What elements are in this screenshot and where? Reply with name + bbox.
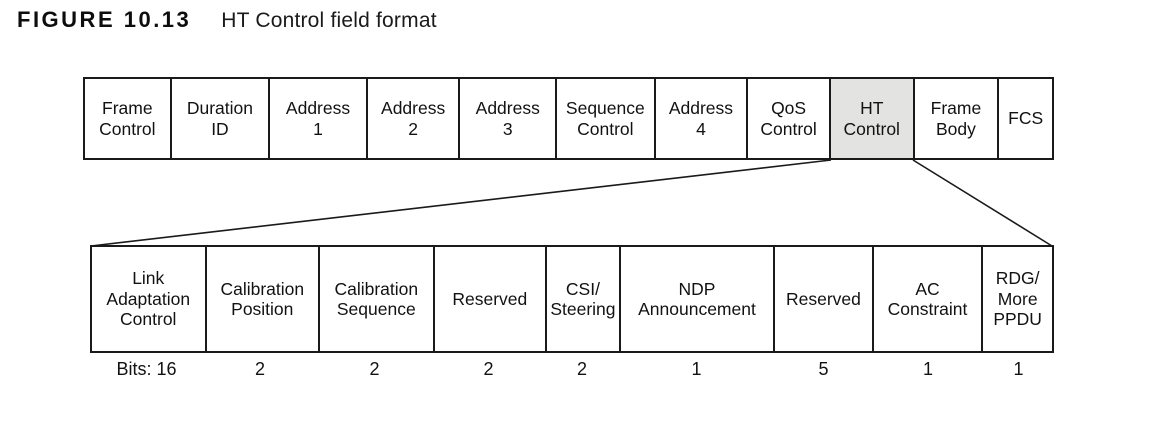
bit-width-calibration-position: 2 <box>254 359 265 379</box>
subfield-reserved-2: Reserved <box>773 247 872 351</box>
bit-width-rdg-more-ppdu: 1 <box>1013 359 1024 379</box>
bit-width-calibration-sequence: 2 <box>369 359 380 379</box>
subfield-ndp-announcement: NDP Announcement <box>618 247 773 351</box>
figure-number-label: FIGURE 10.13 <box>17 7 192 32</box>
figure-title: FIGURE 10.13 HT Control field format <box>17 7 437 33</box>
ht-control-subfield-row: Link Adaptation Control Calibration Posi… <box>90 245 1054 353</box>
bit-width-link-adaptation-control: Bits: 16 <box>116 359 177 379</box>
field-fcs: FCS <box>997 79 1052 158</box>
field-qos-control: QoS Control <box>746 79 829 158</box>
bit-width-reserved-2: 5 <box>818 359 829 379</box>
field-address-4: Address 4 <box>653 79 747 158</box>
figure-caption: HT Control field format <box>221 9 437 32</box>
field-frame-control: Frame Control <box>99 98 156 139</box>
bit-width-reserved-1: 2 <box>483 359 494 379</box>
subfield-csi-steering: CSI/ Steering <box>545 247 619 351</box>
subfield-calibration-sequence: Calibration Sequence <box>318 247 433 351</box>
subfield-reserved-1: Reserved <box>432 247 546 351</box>
subfield-calibration-position: Calibration Position <box>204 247 319 351</box>
subfield-link-adaptation-control: Link Adaptation Control <box>106 268 191 330</box>
subfield-rdg-more-ppdu: RDG/ More PPDU <box>981 247 1052 351</box>
bit-width-csi-steering: 2 <box>576 359 587 379</box>
mac-frame-field-row: Frame Control Duration ID Address 1 Addr… <box>83 77 1054 160</box>
field-address-2: Address 2 <box>365 79 459 158</box>
field-address-1: Address 1 <box>268 79 366 158</box>
field-duration-id: Duration ID <box>169 79 269 158</box>
subfield-ac-constraint: AC Constraint <box>871 247 982 351</box>
field-ht-control-highlighted: HT Control <box>828 79 913 158</box>
bit-width-ndp-announcement: 1 <box>691 359 702 379</box>
field-sequence-control: Sequence Control <box>555 79 654 158</box>
bit-width-ac-constraint: 1 <box>922 359 933 379</box>
connector-line-right <box>912 159 1053 247</box>
bit-width-row: Bits: 16 2 2 2 2 1 5 1 1 <box>90 359 1054 380</box>
connector-line-left <box>90 159 832 247</box>
field-address-3: Address 3 <box>458 79 555 158</box>
field-frame-body: Frame Body <box>912 79 998 158</box>
